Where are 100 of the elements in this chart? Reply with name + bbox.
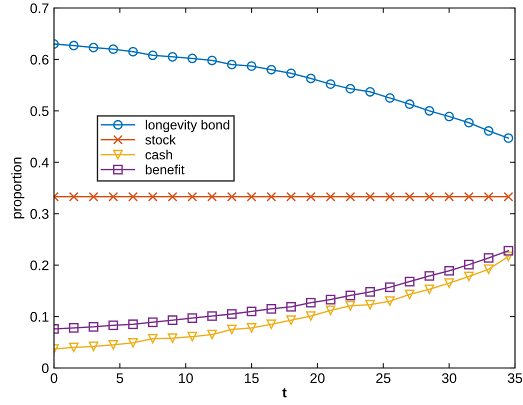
point [404, 276, 414, 286]
point [226, 192, 237, 202]
point [207, 311, 217, 321]
x-tick-label: 0 [50, 373, 58, 384]
y-tick-label: 0.5 [30, 106, 49, 116]
point [385, 296, 395, 306]
legend-label: longevity bond [146, 120, 230, 132]
x-tick-label: 35 [508, 373, 522, 384]
point [326, 79, 336, 89]
x-tick-label: 30 [442, 373, 456, 384]
point [326, 294, 336, 304]
point [424, 106, 434, 116]
point [424, 271, 434, 281]
y-tick-label: 0.2 [30, 260, 48, 270]
point [226, 309, 237, 319]
point [148, 192, 158, 202]
point [187, 332, 198, 342]
point [484, 126, 494, 136]
point [207, 192, 217, 202]
point [148, 317, 158, 328]
point [246, 323, 256, 333]
legend-label: cash [146, 150, 172, 160]
point [404, 290, 414, 300]
point [365, 287, 375, 297]
point [444, 266, 454, 276]
point [365, 86, 375, 97]
point [326, 306, 336, 316]
y-axis-title: proportion [11, 158, 24, 218]
point [444, 112, 454, 122]
point [88, 342, 98, 352]
point [345, 300, 356, 311]
point [88, 192, 98, 202]
point [326, 192, 336, 202]
y-tick-label: 0.7 [30, 3, 48, 14]
point [484, 253, 494, 263]
point [246, 306, 256, 316]
point [207, 56, 217, 66]
point [484, 264, 494, 274]
point [187, 54, 198, 64]
point [108, 320, 118, 330]
point [128, 46, 138, 57]
point [444, 192, 454, 202]
point [306, 74, 316, 84]
point [266, 64, 276, 75]
point [226, 324, 237, 334]
point [207, 330, 217, 340]
point [88, 322, 98, 332]
point [286, 192, 296, 202]
point [365, 192, 375, 202]
point [464, 260, 474, 270]
point [168, 192, 178, 202]
point [168, 333, 178, 344]
point [128, 192, 138, 202]
point [226, 60, 237, 70]
point [424, 192, 434, 202]
point [108, 340, 118, 350]
y-tick-label: 0.6 [30, 54, 49, 65]
point [306, 311, 316, 321]
point [246, 61, 256, 71]
point [345, 290, 356, 300]
point [68, 323, 79, 333]
point [306, 298, 316, 308]
point [424, 284, 434, 294]
point [286, 302, 296, 312]
point [187, 313, 198, 323]
y-tick-label: 0.4 [30, 158, 49, 168]
point [128, 338, 138, 348]
point [68, 40, 79, 50]
point [168, 315, 178, 326]
x-tick-label: 5 [116, 373, 124, 384]
point [108, 44, 118, 54]
x-tick-label: 15 [244, 373, 259, 384]
point [286, 315, 296, 326]
point [68, 342, 79, 352]
point [404, 99, 414, 110]
point [504, 246, 514, 256]
x-axis-title: t [282, 388, 287, 398]
point [187, 192, 198, 202]
x-tick-label: 10 [179, 373, 193, 384]
point [108, 192, 118, 202]
point [345, 84, 356, 94]
point [484, 192, 494, 202]
point [266, 304, 276, 314]
point [504, 252, 514, 262]
point [504, 192, 514, 202]
point [266, 319, 276, 330]
point [365, 300, 375, 310]
legend-label: stock [145, 134, 176, 144]
point [286, 68, 296, 78]
point [464, 192, 474, 202]
point [306, 192, 316, 202]
point [266, 192, 276, 202]
point [148, 50, 158, 60]
y-tick-label: 0.1 [30, 312, 48, 322]
point [246, 192, 256, 202]
x-tick-label: 20 [310, 373, 325, 384]
point [88, 42, 98, 52]
point [345, 192, 356, 202]
point [385, 93, 395, 103]
point [504, 133, 514, 143]
